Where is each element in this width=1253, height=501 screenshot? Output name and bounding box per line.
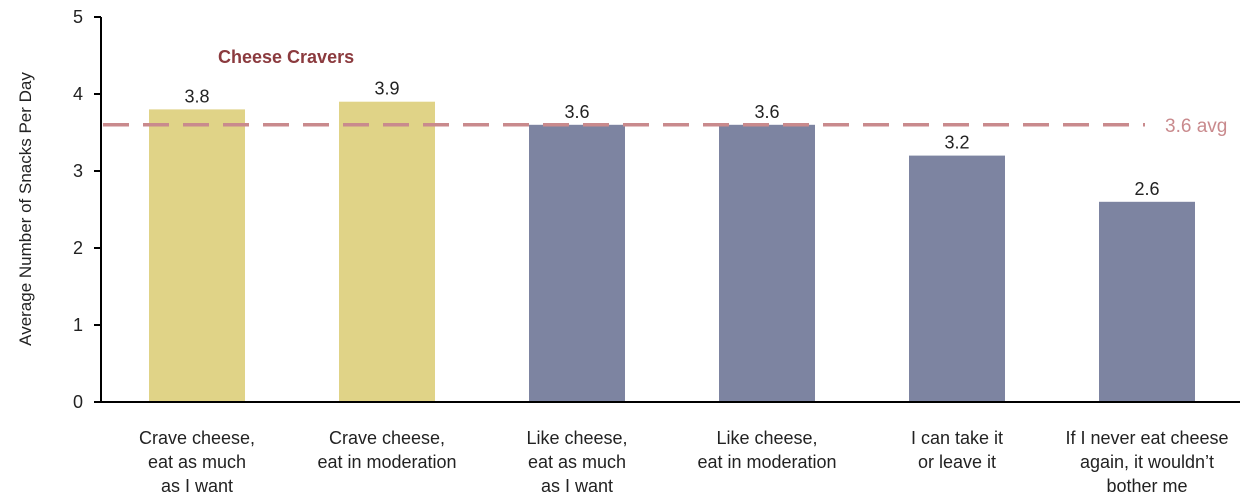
bar-value-label: 3.6 xyxy=(754,102,779,122)
bar xyxy=(529,124,625,403)
bar-value-label: 3.6 xyxy=(564,102,589,122)
y-axis: 0 1 2 3 4 5 xyxy=(73,7,102,412)
bar xyxy=(149,109,245,403)
x-category-label: If I never eat cheese again, it wouldn’t b… xyxy=(1065,428,1228,496)
y-tick-label: 3 xyxy=(73,161,83,181)
bar-value-label: 3.8 xyxy=(184,86,209,106)
y-tick-label: 4 xyxy=(73,84,83,104)
bar xyxy=(1099,201,1195,402)
bar-value-label: 3.2 xyxy=(944,133,969,153)
y-tick-label: 5 xyxy=(73,7,83,27)
x-category-label: I can take it or leave it xyxy=(911,428,1003,472)
group-annotation-label: Cheese Cravers xyxy=(218,47,354,67)
bars xyxy=(149,101,1195,403)
y-tick-label: 0 xyxy=(73,392,83,412)
x-axis: Crave cheese, eat as much as I want Crave c… xyxy=(101,401,1240,496)
bar xyxy=(719,124,815,403)
x-category-label: Like cheese, eat as much as I want xyxy=(526,428,627,496)
y-tick-label: 2 xyxy=(73,238,83,258)
y-axis-title: Average Number of Snacks Per Day xyxy=(16,72,35,346)
bar-value-label: 3.9 xyxy=(374,79,399,99)
bar xyxy=(909,155,1005,402)
average-reference-line: 3.6 avg xyxy=(103,116,1227,137)
x-category-label: Crave cheese, eat in moderation xyxy=(317,428,456,472)
x-category-label: Like cheese, eat in moderation xyxy=(697,428,836,472)
average-line-label: 3.6 avg xyxy=(1165,116,1227,137)
bar xyxy=(339,101,435,402)
y-tick-label: 1 xyxy=(73,315,83,335)
bar-value-label: 2.6 xyxy=(1134,179,1159,199)
data-labels: 3.8 3.9 3.6 3.6 3.2 2.6 xyxy=(184,79,1159,199)
x-category-label: Crave cheese, eat as much as I want xyxy=(139,428,255,496)
